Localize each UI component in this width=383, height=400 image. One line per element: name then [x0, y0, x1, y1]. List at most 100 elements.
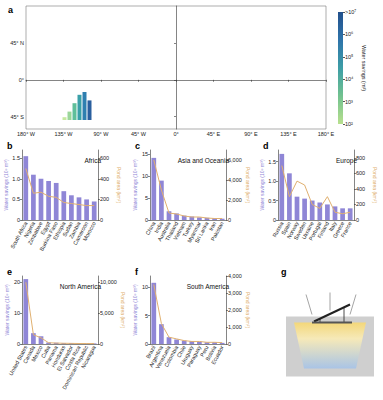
svg-text:0: 0: [228, 217, 231, 223]
svg-text:135° W: 135° W: [54, 131, 73, 137]
svg-text:b: b: [7, 141, 13, 151]
svg-text:10⁵: 10⁵: [345, 54, 353, 60]
svg-text:0°: 0°: [173, 131, 178, 137]
svg-text:Africa: Africa: [84, 157, 101, 164]
svg-text:Colombia: Colombia: [163, 344, 180, 368]
svg-text:5: 5: [145, 195, 148, 201]
svg-text:Water savings (10⁸ m³): Water savings (10⁸ m³): [4, 284, 10, 335]
svg-text:Costa Rica: Costa Rica: [63, 344, 82, 372]
svg-text:Water savings (10⁸ m³): Water savings (10⁸ m³): [259, 159, 265, 210]
svg-text:1.0: 1.0: [268, 178, 276, 184]
svg-text:0: 0: [356, 217, 359, 223]
svg-text:600: 600: [356, 170, 365, 176]
svg-text:Ethiopia: Ethiopia: [51, 220, 67, 241]
svg-text:0: 0: [145, 217, 148, 223]
svg-text:c: c: [135, 141, 140, 151]
svg-text:1,000: 1,000: [228, 324, 242, 330]
svg-text:5,000: 5,000: [100, 310, 114, 316]
svg-text:10³: 10³: [345, 99, 353, 105]
svg-text:Europe: Europe: [336, 157, 357, 165]
svg-text:5: 5: [145, 313, 148, 319]
svg-text:South Africa: South Africa: [9, 220, 29, 250]
svg-text:0°: 0°: [19, 77, 24, 83]
svg-text:Argentina: Argentina: [147, 344, 164, 369]
svg-text:135° E: 135° E: [280, 131, 297, 137]
svg-text:45° N: 45° N: [10, 40, 24, 46]
svg-text:>10⁷: >10⁷: [345, 9, 356, 15]
svg-text:South America: South America: [187, 283, 230, 290]
svg-text:Pakistan: Pakistan: [210, 221, 225, 242]
svg-text:Sri Lanka: Sri Lanka: [193, 220, 210, 244]
svg-text:0.5: 0.5: [12, 196, 20, 202]
svg-text:Dominican Republic: Dominican Republic: [61, 344, 90, 391]
svg-text:Morocco: Morocco: [82, 221, 97, 242]
svg-text:0: 0: [273, 217, 276, 223]
svg-text:45° E: 45° E: [207, 131, 221, 137]
svg-text:90° E: 90° E: [244, 131, 258, 137]
svg-text:1.5: 1.5: [268, 159, 276, 165]
svg-text:Ecuador: Ecuador: [210, 344, 225, 365]
svg-text:0: 0: [100, 341, 103, 347]
svg-text:d: d: [263, 141, 269, 151]
svg-text:Cameroon: Cameroon: [71, 220, 90, 246]
svg-text:a: a: [8, 5, 14, 15]
svg-text:g: g: [281, 267, 287, 277]
svg-text:El Salvador: El Salvador: [55, 344, 74, 373]
svg-text:10⁶: 10⁶: [345, 31, 353, 37]
svg-text:0: 0: [228, 341, 231, 347]
svg-text:Burkina Faso: Burkina Faso: [38, 220, 59, 252]
svg-text:e: e: [7, 267, 12, 277]
svg-text:10²: 10²: [345, 121, 353, 127]
svg-text:200: 200: [356, 201, 365, 207]
svg-text:1.0: 1.0: [12, 176, 20, 182]
svg-text:600: 600: [100, 155, 109, 161]
svg-text:2,000: 2,000: [228, 197, 242, 203]
svg-text:2,000: 2,000: [228, 307, 242, 313]
svg-text:0: 0: [145, 341, 148, 347]
svg-text:Honduras: Honduras: [50, 344, 67, 369]
svg-text:United States: United States: [7, 344, 29, 377]
svg-text:0.5: 0.5: [268, 198, 276, 204]
svg-text:4,000: 4,000: [228, 177, 242, 183]
svg-text:200: 200: [100, 196, 109, 202]
svg-text:Water savings (10⁸ m³): Water savings (10⁸ m³): [132, 159, 138, 210]
svg-text:800: 800: [356, 155, 365, 161]
svg-text:20: 20: [14, 279, 20, 285]
svg-text:0: 0: [17, 217, 20, 223]
svg-text:Pond area (km²): Pond area (km²): [116, 167, 122, 203]
svg-text:France: France: [340, 221, 353, 239]
svg-text:10: 10: [14, 310, 20, 316]
svg-text:North America: North America: [60, 283, 102, 290]
svg-text:180° W: 180° W: [17, 131, 36, 137]
svg-text:10: 10: [142, 173, 148, 179]
svg-text:10: 10: [142, 284, 148, 290]
svg-text:10⁴: 10⁴: [345, 76, 354, 82]
svg-text:Pond area (km²): Pond area (km²): [120, 292, 126, 328]
svg-text:Asia and Oceania: Asia and Oceania: [178, 157, 230, 164]
svg-text:0: 0: [17, 341, 20, 347]
svg-text:Nicaragua: Nicaragua: [80, 344, 97, 370]
svg-text:180° E: 180° E: [318, 131, 335, 137]
svg-text:Pond area (km²): Pond area (km²): [245, 167, 251, 203]
svg-text:Water savings (10⁸ m³): Water savings (10⁸ m³): [3, 159, 9, 210]
svg-text:6,000: 6,000: [228, 157, 242, 163]
svg-text:Pond area (km²): Pond area (km²): [372, 167, 378, 203]
svg-text:Venezuela: Venezuela: [154, 344, 172, 370]
svg-text:90° W: 90° W: [93, 131, 109, 137]
svg-text:Zimbabwe: Zimbabwe: [26, 220, 44, 246]
svg-text:Paraguay: Paraguay: [185, 344, 202, 369]
svg-text:400: 400: [100, 176, 109, 182]
svg-text:f: f: [135, 267, 139, 277]
svg-text:4,000: 4,000: [228, 273, 242, 279]
svg-text:15: 15: [142, 151, 148, 157]
svg-text:3,000: 3,000: [228, 290, 242, 296]
svg-text:1.5: 1.5: [12, 155, 20, 161]
svg-text:45° W: 45° W: [131, 131, 147, 137]
svg-text:Pond area (km²): Pond area (km²): [245, 292, 251, 328]
svg-text:0: 0: [100, 217, 103, 223]
svg-text:400: 400: [356, 186, 365, 192]
svg-text:Water savings (10⁸ m³): Water savings (10⁸ m³): [132, 284, 138, 335]
svg-text:10,000: 10,000: [100, 279, 117, 285]
svg-text:45° S: 45° S: [10, 114, 24, 120]
svg-text:Water savings (m³): Water savings (m³): [361, 45, 367, 91]
